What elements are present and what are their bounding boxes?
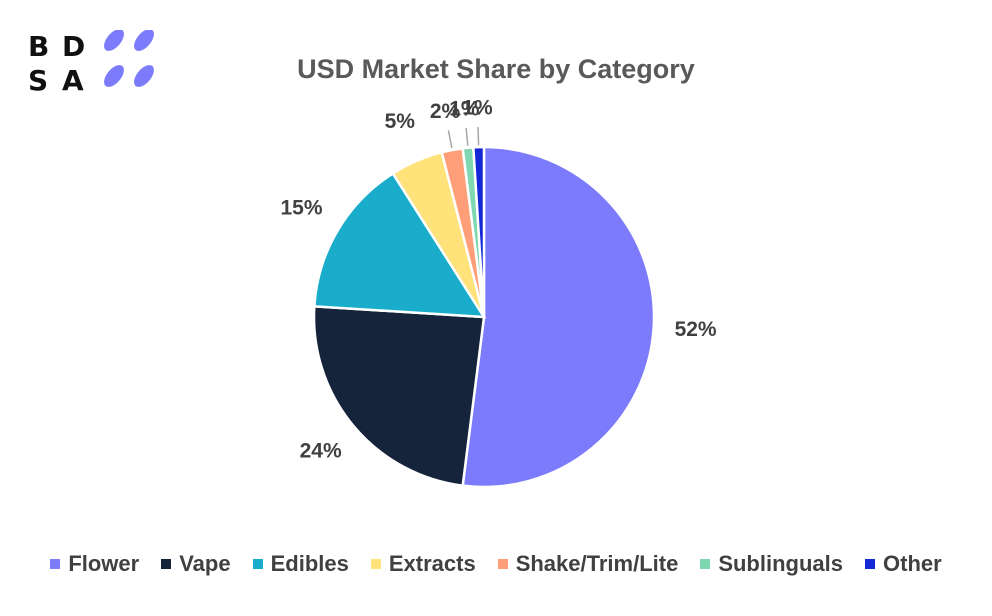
legend-swatch bbox=[50, 559, 61, 569]
pie-chart: 52% 24% 15% 5% 2%1%1% bbox=[281, 97, 717, 489]
legend-item: Other bbox=[865, 551, 942, 577]
legend-swatch bbox=[252, 559, 263, 569]
logo-letter: B bbox=[28, 30, 50, 63]
legend-item: Edibles bbox=[252, 551, 349, 577]
legend-swatch bbox=[700, 559, 711, 569]
legend-label: Sublinguals bbox=[718, 551, 843, 576]
bdsa-logo: B D S A bbox=[28, 30, 168, 98]
legend-swatch bbox=[370, 559, 381, 569]
label-leader-line bbox=[477, 127, 480, 146]
legend-label: Edibles bbox=[270, 551, 349, 576]
chart-legend: Flower Vape Edibles Extracts Shake/Trim/Lite… bbox=[0, 548, 992, 580]
legend-label: Flower bbox=[68, 551, 140, 576]
data-label: 15% bbox=[281, 197, 323, 220]
label-leader-line bbox=[465, 127, 469, 146]
legend-swatch bbox=[161, 559, 172, 569]
legend-item: Sublinguals bbox=[700, 551, 843, 577]
chart-title: USD Market Share by Category bbox=[297, 54, 695, 84]
label-leader-line bbox=[447, 130, 453, 149]
legend-label: Shake/Trim/Lite bbox=[515, 551, 679, 576]
data-label: 24% bbox=[300, 440, 342, 463]
logo-letter: D bbox=[62, 30, 86, 63]
legend-label: Vape bbox=[179, 551, 231, 576]
pie-slice-flower bbox=[461, 145, 656, 489]
legend-item: Vape bbox=[161, 551, 231, 577]
legend-swatch bbox=[865, 559, 875, 569]
data-label: 1% bbox=[462, 97, 493, 120]
data-label: 1% bbox=[449, 97, 480, 120]
logo-letter: S bbox=[28, 64, 49, 97]
pie-slice-vape bbox=[312, 304, 486, 488]
data-label: 5% bbox=[385, 110, 416, 133]
pie-slice-other bbox=[471, 145, 486, 318]
legend-item: Extracts bbox=[370, 551, 476, 577]
legend-item: Flower bbox=[50, 551, 139, 577]
legend-label: Extracts bbox=[388, 551, 476, 576]
data-label: 52% bbox=[675, 318, 717, 341]
data-label: 2% bbox=[430, 100, 461, 123]
pie-slice-edibles bbox=[313, 171, 487, 319]
logo-letter: A bbox=[62, 64, 84, 97]
legend-item: Shake/Trim/Lite bbox=[497, 551, 679, 577]
legend-swatch bbox=[497, 559, 508, 569]
leaf-icon bbox=[104, 30, 154, 87]
logo-letters: B D S A bbox=[28, 30, 96, 98]
legend-label: Other bbox=[883, 551, 942, 576]
